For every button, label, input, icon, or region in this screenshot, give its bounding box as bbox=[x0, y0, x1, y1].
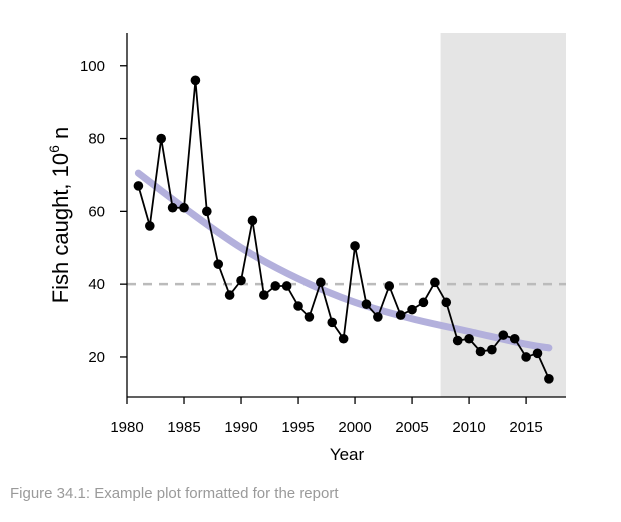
data-point bbox=[532, 348, 543, 359]
data-point bbox=[430, 277, 440, 288]
data-series-layer bbox=[133, 75, 554, 384]
data-point bbox=[190, 75, 201, 86]
y-tick-label: 100 bbox=[80, 58, 105, 75]
y-tick-label: 80 bbox=[88, 131, 105, 148]
data-point bbox=[156, 133, 167, 144]
trend-line-layer bbox=[134, 169, 553, 352]
data-point bbox=[259, 290, 269, 300]
data-point bbox=[327, 317, 338, 328]
x-tick-label: 1980 bbox=[110, 419, 143, 436]
data-point bbox=[145, 221, 155, 231]
data-point bbox=[395, 310, 406, 320]
data-point bbox=[487, 344, 497, 355]
data-point bbox=[441, 297, 452, 308]
x-tick-label: 2005 bbox=[395, 419, 428, 436]
data-point bbox=[384, 281, 395, 291]
data-point bbox=[544, 374, 554, 384]
data-point bbox=[464, 333, 474, 344]
data-point bbox=[281, 281, 292, 291]
data-point bbox=[350, 241, 360, 251]
data-point bbox=[498, 330, 509, 340]
y-axis-title-main: Fish caught, 10 bbox=[48, 153, 73, 303]
data-point bbox=[167, 202, 178, 213]
data-point bbox=[202, 206, 212, 217]
data-point bbox=[213, 259, 224, 269]
data-point bbox=[521, 352, 531, 362]
data-point bbox=[509, 333, 520, 344]
x-tick-label: 1985 bbox=[167, 419, 200, 436]
data-point bbox=[475, 346, 486, 357]
x-tick-label: 2015 bbox=[509, 419, 542, 436]
data-point bbox=[452, 335, 463, 346]
y-tick-label: 20 bbox=[88, 349, 105, 366]
fish-caught-chart: 1980 1985 1990 1995 2000 2005 2010 2015 20 40 60 80… bbox=[46, 33, 566, 464]
axes-layer: 1980 1985 1990 1995 2000 2005 2010 2015 20 40 60 80… bbox=[80, 33, 566, 436]
x-tick-label: 2010 bbox=[452, 419, 485, 436]
data-point bbox=[361, 299, 372, 309]
data-point bbox=[236, 275, 246, 286]
y-axis-title-unit: n bbox=[48, 127, 73, 145]
y-axis-title-exponent: 6 bbox=[46, 145, 62, 153]
figure-caption: Figure 34.1: Example plot formatted for … bbox=[10, 485, 339, 502]
data-point bbox=[418, 297, 429, 308]
data-point bbox=[270, 281, 281, 291]
data-point bbox=[247, 215, 258, 226]
x-tick-label: 2000 bbox=[338, 419, 371, 436]
data-point bbox=[407, 304, 417, 315]
data-point bbox=[133, 181, 144, 191]
data-point bbox=[316, 277, 326, 288]
data-point bbox=[179, 202, 189, 213]
y-tick-label: 60 bbox=[88, 203, 105, 220]
data-point bbox=[224, 290, 235, 300]
trend-line bbox=[134, 169, 553, 352]
data-point bbox=[373, 312, 383, 322]
data-point bbox=[338, 333, 349, 344]
data-point bbox=[304, 312, 315, 322]
y-tick-label: 40 bbox=[88, 276, 105, 293]
x-tick-label: 1990 bbox=[224, 419, 257, 436]
y-axis-title: Fish caught, 106 n bbox=[46, 127, 73, 304]
data-point bbox=[293, 301, 303, 311]
x-axis-title: Year bbox=[330, 445, 365, 464]
x-tick-label: 1995 bbox=[281, 419, 314, 436]
